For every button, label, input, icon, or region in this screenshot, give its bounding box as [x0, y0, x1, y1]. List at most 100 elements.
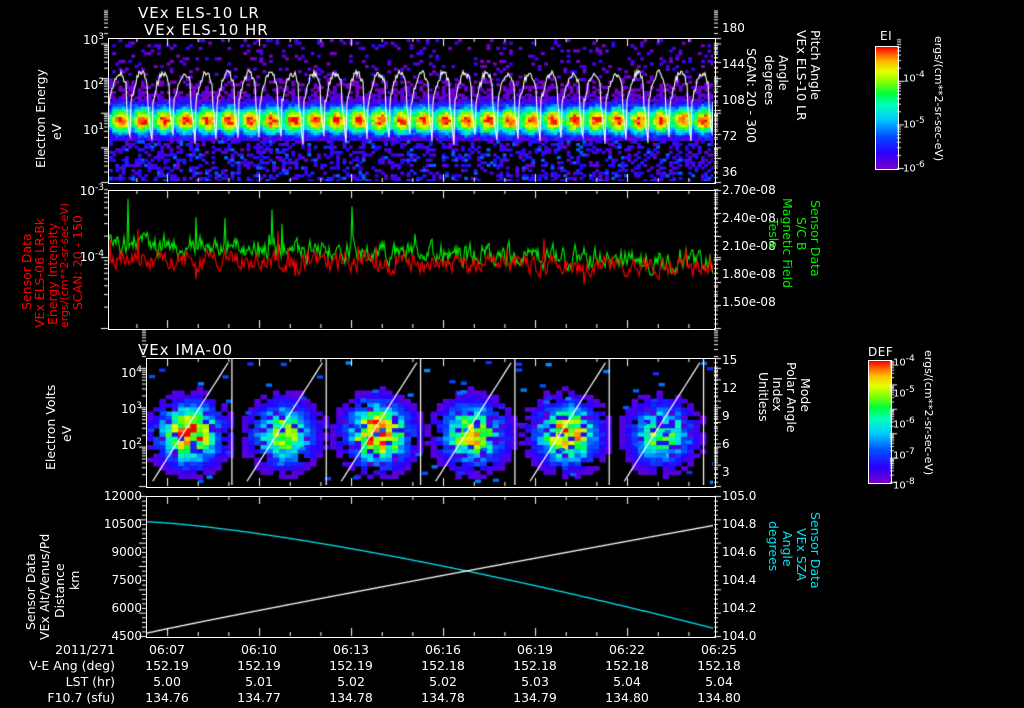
colorbar1-tick-3-exp: -6 — [915, 160, 925, 170]
colorbar1-title: EI — [880, 29, 893, 43]
panel1-ytick-1000-exp: 3 — [98, 32, 104, 42]
panel3-spectrogram-plot[interactable] — [146, 358, 716, 488]
panel1-ytick-10-exp: 1 — [98, 122, 104, 132]
panel4-left-label-distance: Distance — [52, 563, 67, 618]
bottom-lst-3: 5.02 — [429, 674, 457, 689]
panel1-spectrogram-plot[interactable] — [108, 38, 716, 184]
bottom-f107-5: 134.80 — [605, 690, 649, 705]
panel2-ytick-1e-3-mant: 10 — [79, 184, 96, 198]
panel1-right-label-line5: SCAN: 20 - 300 — [744, 48, 759, 143]
colorbar1-tick-1-mant: 10 — [903, 73, 916, 85]
panel1-ytick-1000: 103 — [62, 32, 104, 47]
panel3-left-axis-unit: eV — [59, 426, 74, 442]
panel4-left-label-line2: VEx Alt/Venus/Pd — [37, 533, 52, 640]
panel1-right-label-pitch-angle: Pitch Angle — [808, 30, 823, 100]
panel1-right-label-degrees: degrees — [762, 55, 777, 105]
panel2-right-label-magnetic-field: Magnetic Field — [780, 198, 795, 289]
panel3-ytick-1e3: 103 — [98, 401, 142, 416]
bottom-ve-ang-1: 152.19 — [237, 658, 281, 673]
panel1-ytick-1000-mant: 10 — [82, 33, 99, 47]
bottom-time-0: 06:07 — [148, 642, 186, 657]
bottom-f107-3: 134.78 — [421, 690, 465, 705]
panel1-ytick-right-180: 180 — [722, 21, 745, 35]
colorbar2-unit-label: ergs/(cm**2-sr-sec-eV) — [922, 350, 935, 475]
panel4-right-label-angle: Angle — [780, 531, 795, 567]
panel4-line-plot[interactable] — [146, 496, 716, 638]
panel4-ytick-right-1048: 104.8 — [722, 517, 757, 531]
panel1-title-secondary: VEx ELS-10 HR — [144, 21, 269, 39]
bottom-lst-2: 5.02 — [337, 674, 365, 689]
bottom-row-label-ve-ang: V-E Ang (deg) — [29, 658, 115, 673]
panel1-right-label-line3: Angle — [776, 55, 791, 91]
colorbar2-tick-1-mant: 10 — [893, 357, 906, 369]
bottom-lst-0: 5.00 — [153, 674, 181, 689]
panel2-left-label-line5: SCAN: 20 - 150 — [70, 215, 85, 310]
panel2-right-label-line3: Magnetic Field — [780, 198, 795, 289]
panel4-right-label-line2: VEx SZA — [794, 528, 809, 581]
colorbar1-tick-3-mant: 10 — [903, 163, 916, 175]
panel2-left-label-scan: SCAN: 20 - 150 — [70, 215, 85, 310]
panel4-right-label-line4: degrees — [766, 521, 781, 572]
bottom-time-6: 06:25 — [700, 642, 738, 657]
panel3-right-label-line2: Polar Angle — [784, 362, 799, 433]
panel3-ytick-1e4-exp: 4 — [136, 365, 142, 375]
panel3-ytick-1e4-mant: 10 — [120, 366, 137, 380]
panel1-left-axis-label-line1: Electron Energy — [33, 68, 48, 168]
bottom-lst-6: 5.04 — [705, 674, 733, 689]
panel2-right-label-line4: Tesla — [766, 218, 781, 249]
panel2-right-label-line2: S/C B — [794, 217, 809, 251]
bottom-f107-6: 134.80 — [697, 690, 741, 705]
bottom-ve-ang-0: 152.19 — [145, 658, 189, 673]
panel1-ytick-right-108: 108 — [722, 93, 745, 107]
panel1-ytick-100-exp: 2 — [98, 77, 104, 87]
panel1-ytick-right-36: 36 — [722, 165, 738, 179]
bottom-time-5: 06:22 — [608, 642, 646, 657]
panel1-ytick-100: 102 — [62, 77, 104, 92]
panel1-right-label-angle: Angle — [776, 55, 791, 91]
panel3-right-label-line3: Index — [770, 377, 785, 412]
panel3-ytick-1e3-exp: 3 — [136, 401, 142, 411]
panel4-left-label-line3: Distance — [52, 563, 67, 618]
panel2-ytick-1e-3: 10-3 — [58, 183, 104, 198]
panel3-right-label-index: Index — [770, 377, 785, 412]
panel3-ytick-right-3: 3 — [722, 465, 730, 479]
panel3-ytick-1e2: 102 — [98, 437, 142, 452]
panel2-right-label-line1: Sensor Data — [808, 200, 823, 277]
panel3-right-label-polar-angle: Polar Angle — [784, 362, 799, 433]
panel4-right-label-sza: VEx SZA — [794, 528, 809, 581]
panel3-ytick-right-9: 9 — [722, 409, 730, 423]
panel1-right-label-line2: VEx ELS-10 LR — [794, 30, 809, 121]
panel3-ytick-1e3-mant: 10 — [120, 402, 137, 416]
panel3-right-label-line4: Unitless — [756, 372, 771, 422]
bottom-row-label-f107: F10.7 (sfu) — [47, 690, 115, 705]
colorbar1-tick-2-exp: -5 — [915, 116, 925, 126]
panel4-left-label-altitude: VEx Alt/Venus/Pd — [37, 533, 52, 640]
colorbar2-tick-3: 10-6 — [893, 416, 915, 430]
colorbar2-tick-2-mant: 10 — [893, 388, 906, 400]
bottom-time-1: 06:10 — [240, 642, 278, 657]
bottom-date-label: 2011/271 — [55, 642, 115, 657]
panel2-ytick-right-270: 2.70e-08 — [722, 183, 776, 197]
colorbar2-tick-4: 10-7 — [893, 447, 915, 461]
bottom-time-2: 06:13 — [332, 642, 370, 657]
colorbar1-unit-text: ergs/(cm**2-sr-sec-eV) — [932, 36, 945, 162]
colorbar2-tick-2-exp: -5 — [905, 385, 915, 395]
panel4-left-label-line1: Sensor Data — [23, 553, 38, 630]
colorbar2-tick-3-exp: -6 — [905, 416, 915, 426]
colorbar1-gradient[interactable] — [875, 46, 899, 170]
panel1-ytick-right-72: 72 — [722, 129, 738, 143]
panel2-line-plot[interactable] — [108, 190, 716, 330]
bottom-ve-ang-6: 152.18 — [697, 658, 741, 673]
colorbar2-tick-5-exp: -8 — [905, 477, 915, 487]
panel2-right-label-sensor-data: Sensor Data — [808, 200, 823, 277]
bottom-ve-ang-4: 152.18 — [513, 658, 557, 673]
panel3-title: VEx IMA-00 — [138, 341, 234, 359]
colorbar1-tick-1-exp: -4 — [915, 70, 925, 80]
panel1-right-label-scan: SCAN: 20 - 300 — [744, 48, 759, 143]
colorbar2-tick-5-mant: 10 — [893, 480, 906, 492]
panel4-ytick-9000: 9000 — [111, 545, 142, 559]
colorbar1-unit-label: ergs/(cm**2-sr-sec-eV) — [932, 36, 945, 161]
colorbar1-tick-3: 10-6 — [903, 160, 925, 174]
panel2-ytick-1e-3-exp: -3 — [95, 183, 104, 193]
colorbar2-gradient[interactable] — [868, 360, 892, 484]
